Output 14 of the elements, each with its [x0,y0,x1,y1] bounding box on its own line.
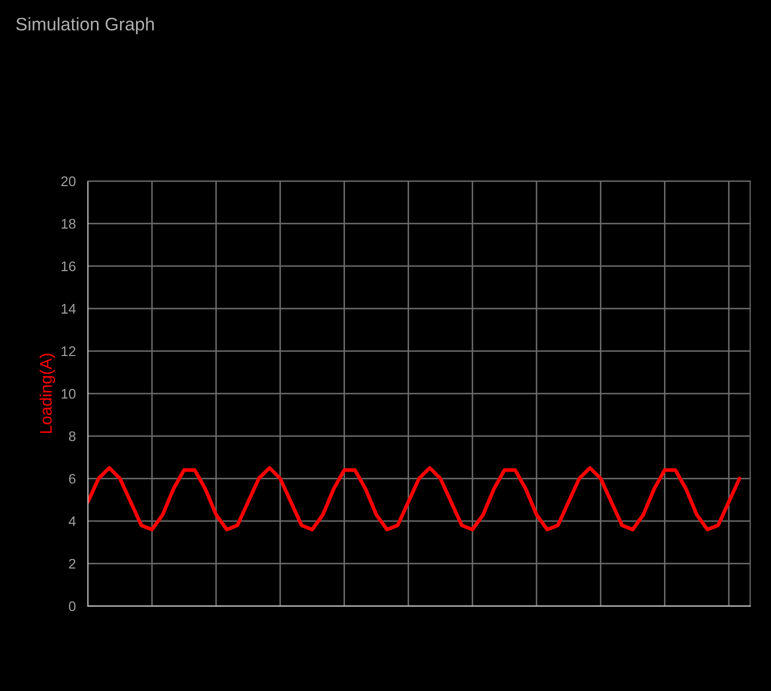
y-tick-label: 10 [62,388,76,399]
y-tick-label: 0 [68,601,76,612]
y-tick-label: 20 [61,176,76,186]
y-tick-label: 6 [69,474,76,484]
y-tick-label: 18 [62,218,76,229]
y-tick-label: 16 [62,261,76,272]
y-tick-label: 2 [69,558,76,569]
y-tick-label: 8 [68,431,76,442]
y-tick-label: 12 [62,346,76,356]
line-series [88,466,742,532]
y-tick-label: 14 [62,304,76,314]
y-tick-label: 4 [68,516,76,526]
y-axis-title: Loading(A) [40,354,56,433]
chart-title: Simulation Graph [16,17,154,34]
